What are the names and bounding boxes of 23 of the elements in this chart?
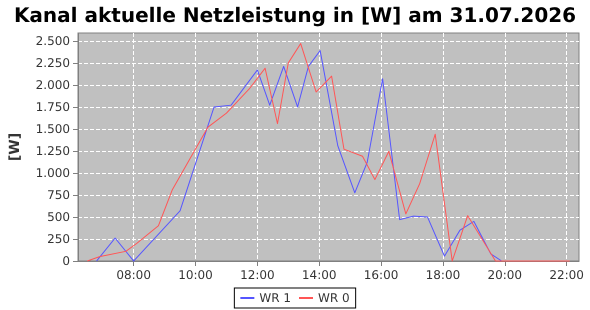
legend-label: WR 0	[318, 291, 350, 305]
y-tick-label: 2.500	[36, 34, 70, 48]
y-tick-label: 1.500	[36, 122, 70, 136]
y-tick-label: 1.000	[36, 166, 70, 180]
y-tick-label: 2.250	[36, 56, 70, 70]
x-tick-label: 10:00	[178, 268, 213, 282]
x-tick-label: 18:00	[426, 268, 460, 282]
legend-label: WR 1	[259, 291, 292, 305]
y-axis-title: [W]	[7, 132, 23, 162]
y-tick-label: 1.250	[36, 144, 70, 158]
x-tick-label: 12:00	[240, 268, 275, 282]
x-tick-label: 22:00	[549, 268, 584, 282]
x-tick-label: 08:00	[116, 268, 151, 282]
y-tick-label: 500	[47, 210, 70, 224]
x-tick-label: 16:00	[364, 268, 398, 282]
x-tick-label: 20:00	[487, 268, 522, 282]
x-tick-label: 14:00	[302, 268, 337, 282]
chart-title: Kanal aktuelle Netzleistung in [W] am 31.07.2026	[14, 3, 576, 27]
y-tick-label: 1.750	[36, 100, 70, 114]
y-tick-label: 0	[62, 254, 70, 268]
y-tick-label: 2.000	[36, 78, 70, 92]
y-tick-label: 250	[47, 232, 70, 246]
y-tick-label: 750	[47, 188, 70, 202]
